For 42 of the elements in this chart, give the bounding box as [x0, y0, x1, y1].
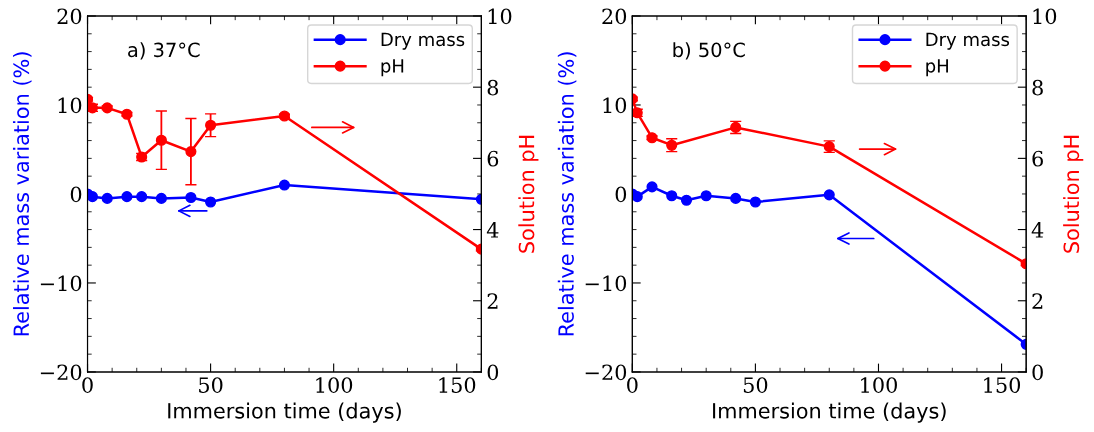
y2-tick-label: 0: [487, 364, 499, 381]
y-tick-label: 0: [70, 186, 82, 203]
legend-label: Dry mass: [926, 32, 1010, 50]
y2-tick-label: 6: [487, 150, 499, 167]
x-tick-label: 100: [861, 377, 897, 393]
y2-tick-label: 6: [1032, 150, 1043, 167]
y-axis-title: Relative mass variation (%): [12, 52, 32, 336]
annotation: a) 37°C: [128, 42, 200, 60]
y-tick-label: −10: [40, 275, 82, 292]
y-tick-label: 20: [57, 8, 82, 25]
y-tick-label: 0: [615, 186, 627, 203]
y2-tick-label: 8: [487, 79, 499, 96]
y2-tick-label: 10: [1033, 8, 1057, 25]
y-tick-label: 20: [602, 8, 627, 25]
x-axis-title: Immersion time (days): [168, 402, 401, 423]
y-axis-title: Relative mass variation (%): [557, 52, 577, 336]
x-axis-title: Immersion time (days): [713, 402, 946, 423]
y2-tick-label: 4: [1031, 222, 1044, 238]
y-tick-label: −20: [40, 364, 82, 381]
y-tick-label: −20: [585, 364, 627, 381]
x-tick-label: 50: [743, 377, 768, 393]
y-tick-label: 10: [58, 97, 82, 114]
y2-tick-label: 8: [1032, 79, 1043, 96]
y2-axis-title: Solution pH: [1063, 135, 1084, 253]
legend-label: Dry mass: [381, 32, 465, 50]
x-tick-label: 150: [984, 377, 1021, 393]
annotation: b) 50°C: [673, 42, 745, 60]
x-tick-label: 0: [82, 377, 93, 393]
y2-tick-label: 4: [486, 222, 499, 238]
y-tick-label: −10: [585, 275, 627, 292]
x-tick-label: 100: [316, 377, 353, 393]
y2-tick-label: 2: [487, 293, 498, 309]
y2-tick-label: 0: [1032, 364, 1043, 381]
y2-axis-title: Solution pH: [518, 135, 539, 253]
y2-tick-label: 10: [488, 8, 512, 25]
x-tick-label: 0: [627, 377, 638, 393]
legend-label: pH: [926, 59, 948, 77]
x-tick-label: 50: [199, 377, 223, 393]
y2-tick-label: 2: [1032, 293, 1043, 309]
legend-label: pH: [381, 59, 404, 77]
y-tick-label: 10: [603, 97, 627, 114]
x-tick-label: 150: [439, 377, 476, 393]
